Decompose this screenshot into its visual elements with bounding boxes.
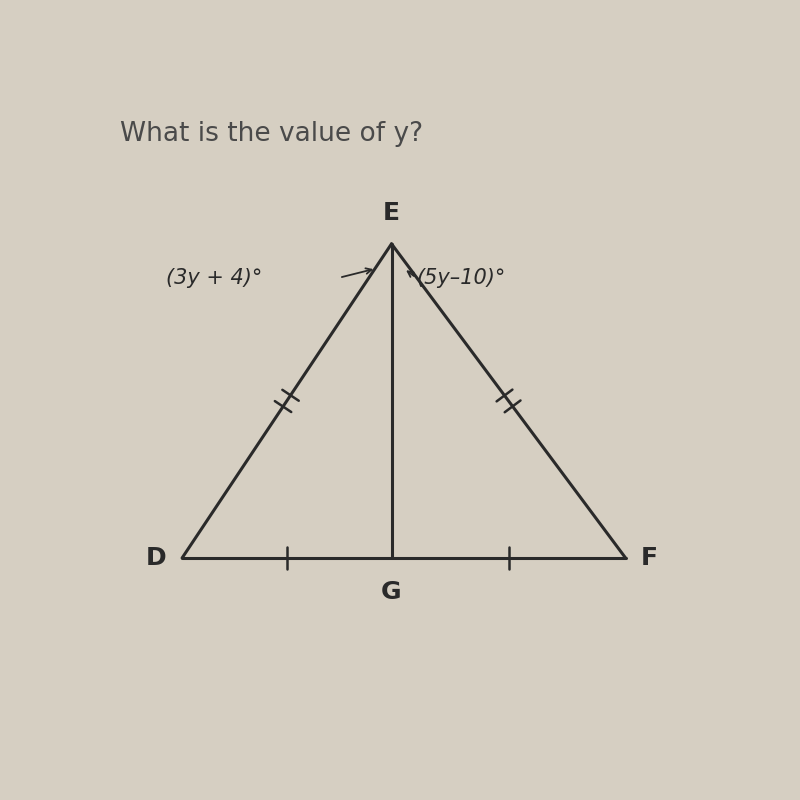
Text: F: F	[641, 546, 658, 570]
Text: What is the value of y?: What is the value of y?	[121, 121, 424, 146]
Text: D: D	[146, 546, 166, 570]
Text: (5y–10)°: (5y–10)°	[416, 268, 506, 288]
Text: E: E	[383, 202, 400, 226]
Text: G: G	[382, 579, 402, 603]
Text: (3y + 4)°: (3y + 4)°	[166, 268, 262, 288]
